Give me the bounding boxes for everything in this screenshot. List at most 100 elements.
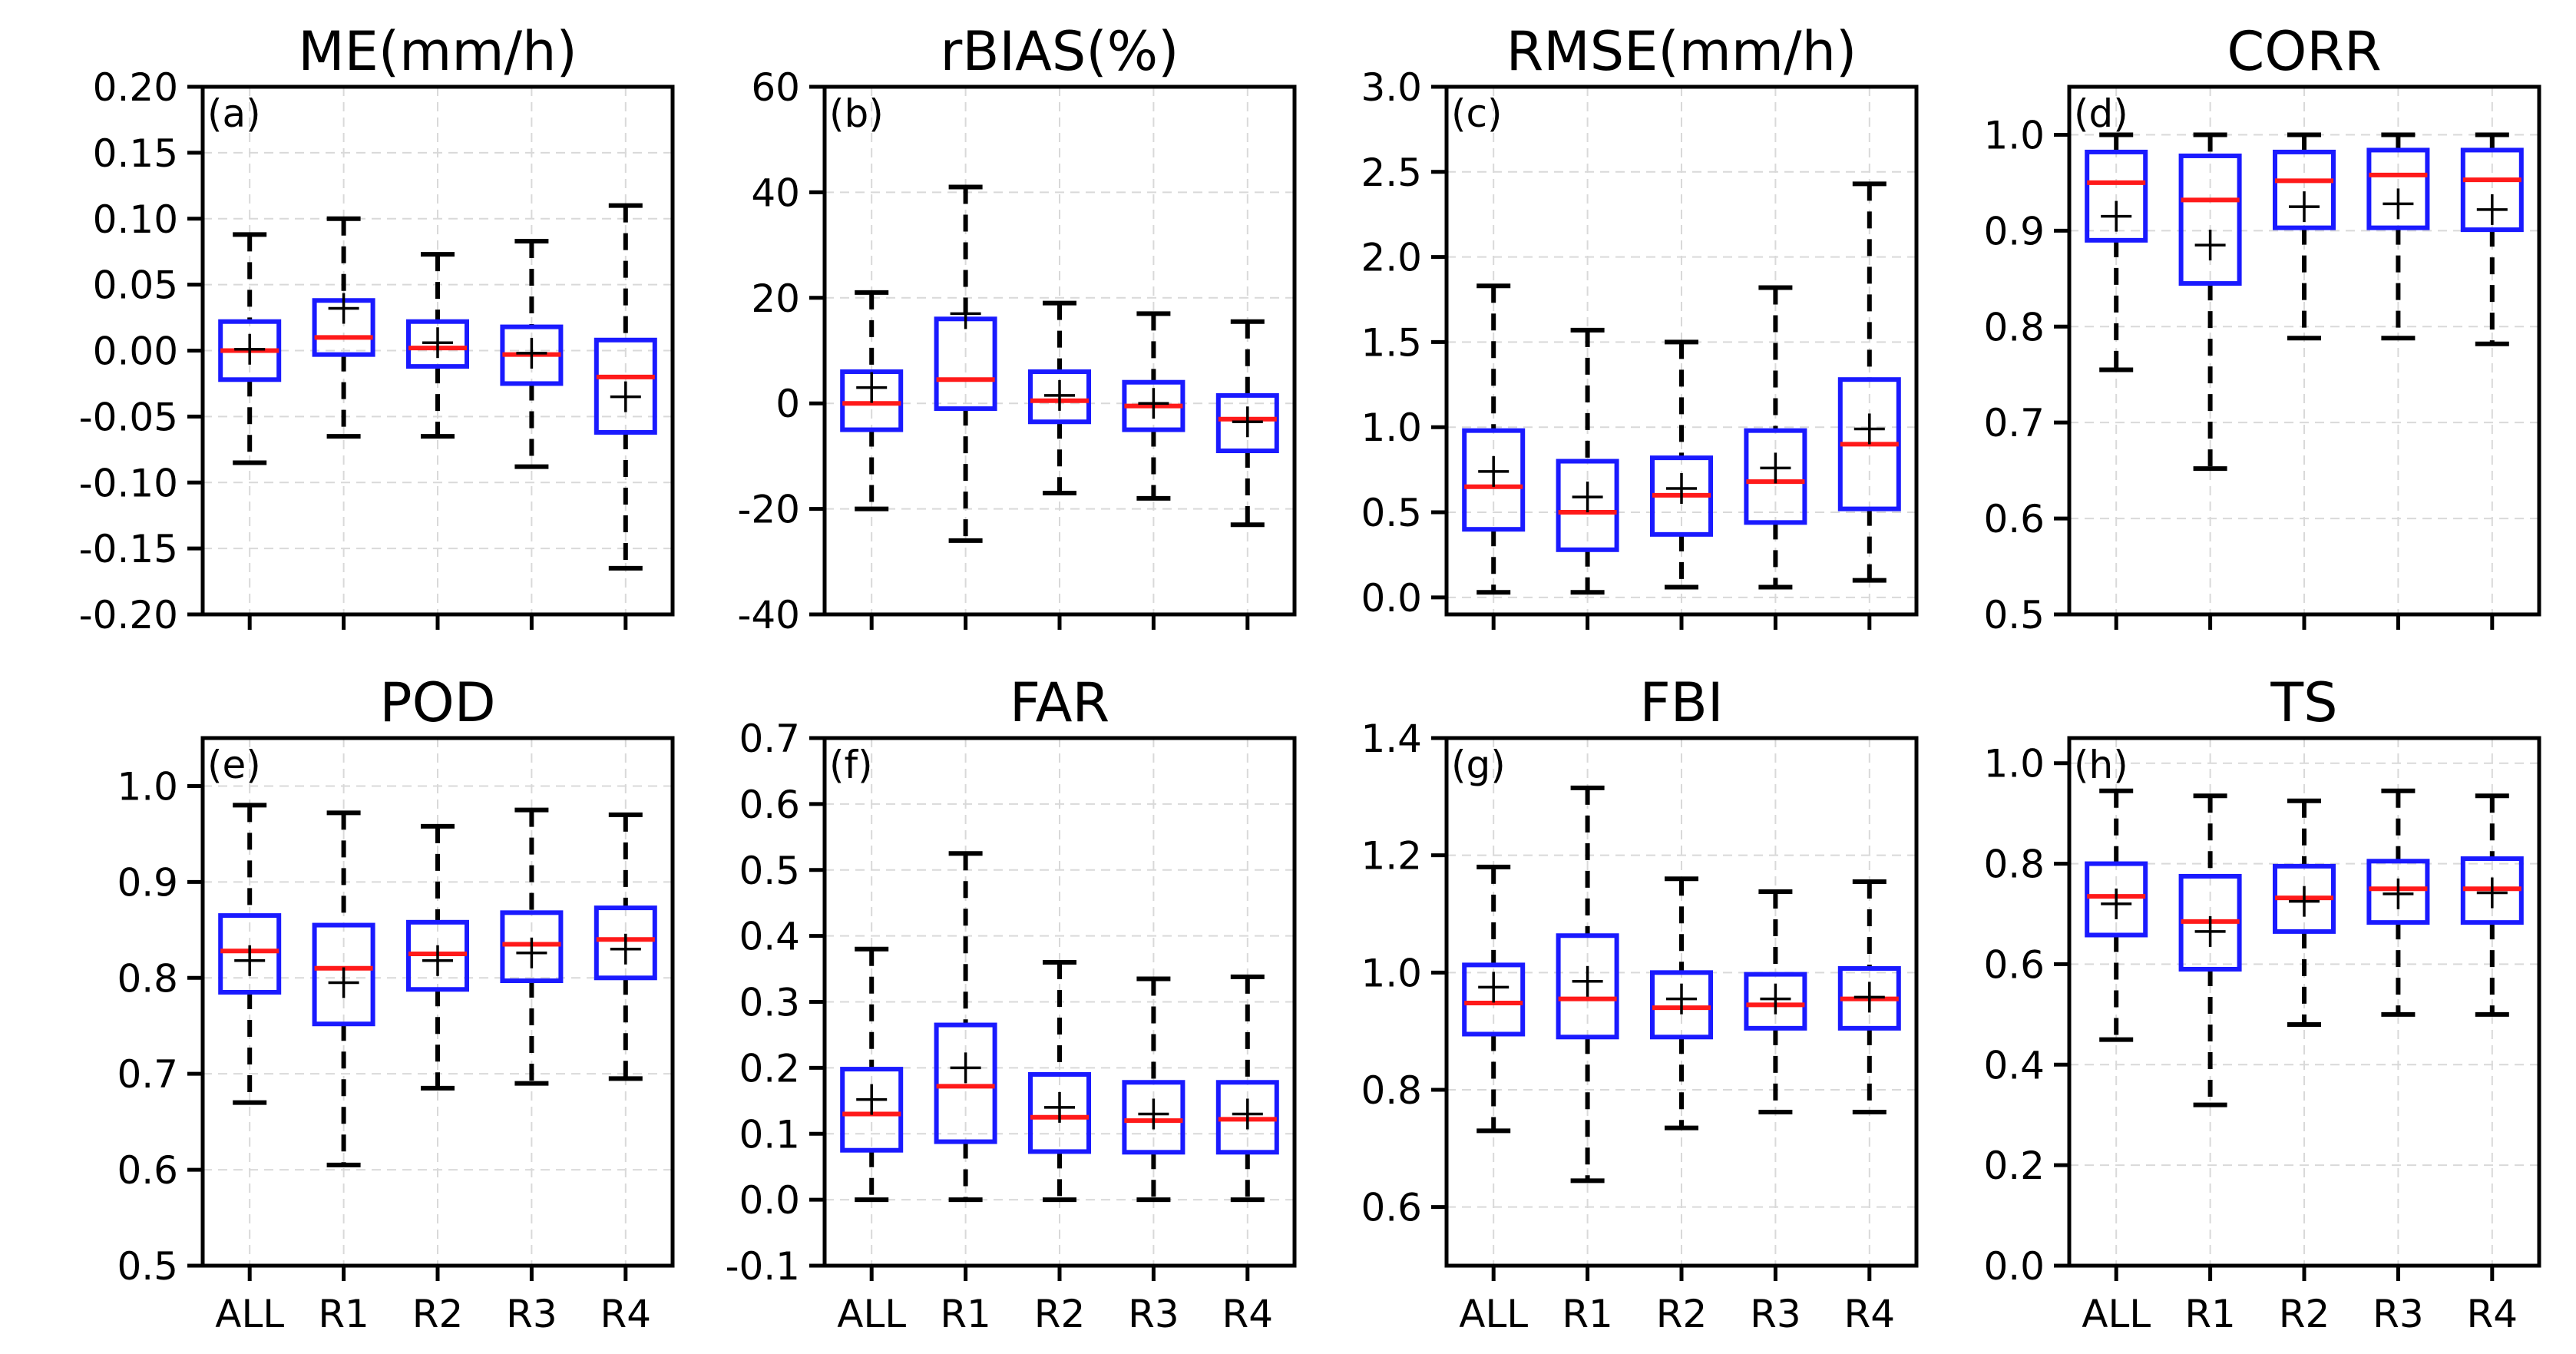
x-tick-label-r1: R1	[2184, 1292, 2236, 1336]
y-tick-label: -0.1	[725, 1244, 800, 1289]
panel-f: -0.1 0.0 0.1 0.2 0.3 0.4 0.5 0.6 0.7 ALL R1 R2 R3 R4 F…	[725, 671, 1297, 1336]
x-tick-label-all: ALL	[215, 1292, 284, 1336]
box-r2	[1028, 300, 1091, 495]
box-r4	[594, 812, 657, 1081]
panel-d: 0.5 0.6 0.7 0.8 0.9 1.0 CORR (d)	[1983, 20, 2541, 637]
y-tick-label: 40	[751, 170, 800, 215]
x-tick-label-r2: R2	[1034, 1292, 1086, 1336]
y-tick-label: 20	[751, 276, 800, 321]
iqr-box	[2085, 861, 2148, 938]
x-tick-label-all: ALL	[1459, 1292, 1528, 1336]
iqr-box	[1028, 369, 1091, 425]
axes-frame	[822, 736, 1297, 1268]
box-r4	[1837, 181, 1901, 583]
y-tick-label: 0.05	[93, 263, 178, 308]
y-tick-label: 0.2	[739, 1046, 800, 1091]
iqr-box	[1556, 933, 1619, 1040]
y-tick-label: 0.0	[739, 1178, 800, 1223]
iqr-box	[1744, 972, 1807, 1031]
y-tick-label: 1.5	[1361, 320, 1422, 365]
y-tick-label: -20	[737, 488, 800, 532]
box-r3	[1122, 311, 1185, 501]
box-r1	[934, 184, 997, 543]
box-r2	[2273, 798, 2336, 1027]
panel-label: (c)	[1451, 91, 1503, 136]
iqr-box	[2460, 147, 2524, 233]
axes-frame	[2067, 736, 2541, 1268]
y-tick-label: 1.0	[1983, 113, 2045, 157]
panel-h: 0.0 0.2 0.4 0.6 0.8 1.0 ALL R1 R2 R3 R4 TS (h)	[1983, 671, 2541, 1336]
iqr-box	[1215, 392, 1279, 454]
y-tick-label: 0.3	[739, 981, 800, 1025]
box-all	[840, 290, 904, 511]
x-tick-label-r2: R2	[412, 1292, 464, 1336]
box-r1	[1556, 327, 1619, 595]
y-tick-label: 0.8	[117, 956, 178, 1001]
panel-title: rBIAS(%)	[941, 20, 1179, 83]
box-r2	[1650, 339, 1713, 590]
y-tick-label: 0.6	[739, 783, 800, 827]
iqr-box	[840, 369, 904, 432]
axes-frame	[2067, 84, 2541, 617]
x-tick-label-r3: R3	[2373, 1292, 2424, 1336]
y-tick-label: 0.6	[1361, 1186, 1422, 1230]
y-tick-label: 2.5	[1361, 151, 1422, 195]
box-r2	[1028, 959, 1091, 1203]
box-r4	[2460, 132, 2524, 346]
panel-b: -40 -20 0 20 40 60 rBIAS(%) (b)	[737, 20, 1297, 637]
y-tick-label: 0.4	[1983, 1043, 2045, 1088]
panel-title: TS	[2270, 671, 2337, 734]
panel-title: FAR	[1010, 671, 1109, 734]
y-tick-label: 1.0	[117, 764, 178, 809]
box-r3	[1744, 889, 1807, 1115]
x-tick-label-all: ALL	[2082, 1292, 2151, 1336]
y-tick-label: -0.10	[79, 461, 178, 505]
y-tick-label: -0.15	[79, 527, 178, 571]
panel-title: POD	[379, 671, 495, 734]
box-r1	[934, 851, 997, 1203]
box-all	[2085, 132, 2148, 372]
x-tick-label-r1: R1	[940, 1292, 991, 1336]
x-tick-label-r4: R4	[600, 1292, 652, 1336]
x-tick-label-r4: R4	[1222, 1292, 1274, 1336]
iqr-box	[218, 913, 282, 995]
panel-g: 0.6 0.8 1.0 1.2 1.4 ALL R1 R2 R3 R4 FBI (g)	[1361, 671, 1919, 1336]
iqr-box	[500, 910, 564, 984]
box-r2	[1650, 876, 1713, 1131]
iqr-box	[2366, 147, 2430, 230]
y-tick-label: 0	[775, 382, 800, 426]
panel-title: ME(mm/h)	[298, 20, 577, 83]
iqr-box	[1556, 459, 1619, 552]
box-r3	[500, 807, 564, 1086]
y-tick-label: 0.5	[1983, 593, 2045, 637]
iqr-box	[312, 922, 375, 1027]
box-r4	[2460, 793, 2524, 1017]
y-tick-label: 0.5	[1361, 491, 1422, 535]
y-tick-label: 0.9	[1983, 209, 2045, 253]
iqr-box	[934, 1022, 997, 1144]
box-r4	[1215, 974, 1279, 1203]
box-r4	[594, 203, 657, 571]
box-all	[1462, 283, 1526, 595]
box-r2	[406, 823, 469, 1091]
iqr-box	[1028, 1071, 1091, 1154]
y-tick-label: 0.0	[1361, 576, 1422, 621]
x-tick-label-r1: R1	[318, 1292, 369, 1336]
y-tick-label: 1.0	[1361, 951, 1422, 995]
box-r1	[1556, 785, 1619, 1184]
iqr-box	[1462, 962, 1526, 1037]
panel-label: (b)	[829, 91, 884, 136]
panel-label: (d)	[2074, 91, 2128, 136]
panel-title: CORR	[2227, 20, 2381, 83]
iqr-box	[2366, 859, 2430, 925]
box-r4	[1215, 319, 1279, 528]
y-tick-label: 0.8	[1361, 1068, 1422, 1113]
y-tick-label: 0.2	[1983, 1144, 2045, 1188]
box-r3	[2366, 788, 2430, 1017]
box-all	[218, 803, 282, 1105]
y-tick-label: 0.7	[117, 1052, 178, 1097]
panel-a: -0.20 -0.15 -0.10 -0.05 0.00 0.05 0.10 0.15 0.20…	[79, 20, 675, 637]
box-all	[840, 946, 904, 1203]
x-tick-label-r2: R2	[2279, 1292, 2330, 1336]
iqr-box	[2273, 149, 2336, 230]
